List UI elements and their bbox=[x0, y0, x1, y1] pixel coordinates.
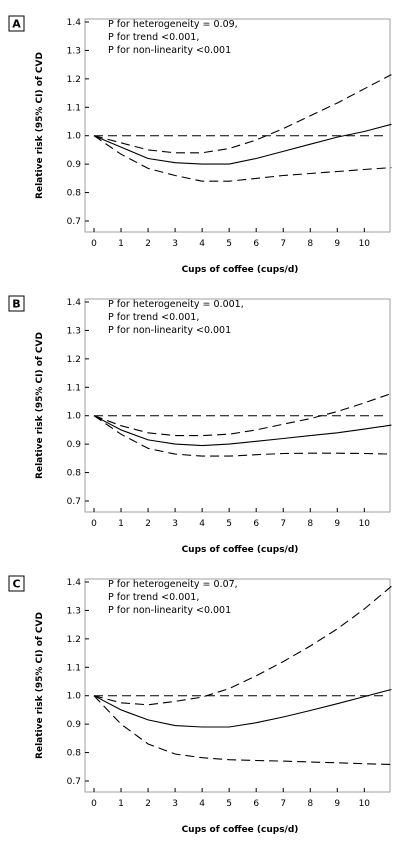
chart-panel-a: A 0.7 0.8 0.9 1.0 1.1 1.2 1.3 1.4 0 1 2 3 4 5 6 7 8 9 10 P f… bbox=[8, 15, 392, 275]
estimate-line bbox=[93, 688, 392, 728]
upper-ci-line bbox=[93, 585, 392, 706]
x-axis-label: Cups of coffee (cups/d) bbox=[182, 265, 299, 275]
y-tick-label: 1.4 bbox=[67, 298, 82, 308]
p-value-annotation: P for trend <0.001, bbox=[108, 32, 199, 43]
x-tick-label: 8 bbox=[307, 519, 313, 529]
y-axis-label: Relative risk (95% CI) of CVD bbox=[35, 612, 45, 759]
y-axis-label: Relative risk (95% CI) of CVD bbox=[35, 332, 45, 479]
x-tick-label: 8 bbox=[307, 799, 313, 809]
p-value-annotation: P for non-linearity <0.001 bbox=[108, 325, 231, 336]
x-tick-label: 2 bbox=[145, 799, 151, 809]
y-tick-label: 1.2 bbox=[67, 355, 81, 365]
p-value-annotation: P for heterogeneity = 0.07, bbox=[108, 579, 238, 590]
y-tick-label: 1.1 bbox=[67, 663, 81, 673]
y-tick-label: 1.3 bbox=[67, 606, 81, 616]
y-tick-label: 1.4 bbox=[67, 578, 82, 588]
x-tick-label: 7 bbox=[280, 239, 286, 249]
plot-frame bbox=[84, 298, 391, 513]
estimate-line bbox=[93, 123, 392, 165]
y-tick-label: 0.8 bbox=[67, 189, 82, 199]
p-value-annotation: P for heterogeneity = 0.001, bbox=[108, 299, 244, 310]
plot-frame bbox=[84, 18, 391, 233]
y-tick-label: 0.8 bbox=[67, 749, 82, 759]
y-axis-label: Relative risk (95% CI) of CVD bbox=[35, 52, 45, 199]
x-tick-label: 5 bbox=[226, 239, 232, 249]
lower-ci-line bbox=[93, 415, 392, 457]
y-tick-label: 0.7 bbox=[67, 217, 81, 227]
x-tick-label: 0 bbox=[91, 239, 97, 249]
x-tick-label: 1 bbox=[118, 799, 124, 809]
y-tick-label: 0.9 bbox=[67, 720, 82, 730]
x-tick-label: 1 bbox=[118, 519, 124, 529]
y-tick-label: 1.2 bbox=[67, 75, 81, 85]
y-tick-label: 0.9 bbox=[67, 160, 82, 170]
y-tick-label: 1.0 bbox=[67, 132, 82, 142]
x-tick-label: 7 bbox=[280, 519, 286, 529]
upper-ci-line bbox=[93, 74, 392, 154]
x-tick-label: 6 bbox=[253, 799, 259, 809]
x-tick-label: 6 bbox=[253, 519, 259, 529]
x-tick-label: 6 bbox=[253, 239, 259, 249]
x-tick-label: 9 bbox=[334, 239, 340, 249]
panel-label: A bbox=[12, 18, 21, 31]
y-tick-label: 0.8 bbox=[67, 469, 82, 479]
p-value-annotation: P for trend <0.001, bbox=[108, 592, 199, 603]
x-tick-label: 9 bbox=[334, 519, 340, 529]
p-value-annotation: P for non-linearity <0.001 bbox=[108, 45, 231, 56]
x-tick-label: 4 bbox=[199, 799, 205, 809]
lower-ci-line bbox=[93, 695, 392, 766]
x-tick-label: 0 bbox=[91, 799, 97, 809]
y-tick-label: 1.0 bbox=[67, 412, 82, 422]
x-tick-label: 10 bbox=[359, 239, 371, 249]
y-tick-label: 1.1 bbox=[67, 383, 81, 393]
chart-panel-b: B 0.7 0.8 0.9 1.0 1.1 1.2 1.3 1.4 0 1 2 3 4 5 6 7 8 9 10 P f… bbox=[8, 295, 392, 555]
p-value-annotation: P for trend <0.001, bbox=[108, 312, 199, 323]
x-tick-label: 3 bbox=[172, 519, 178, 529]
x-axis-label: Cups of coffee (cups/d) bbox=[182, 545, 299, 555]
y-tick-label: 1.3 bbox=[67, 326, 81, 336]
y-tick-label: 1.1 bbox=[67, 103, 81, 113]
x-tick-label: 7 bbox=[280, 799, 286, 809]
x-tick-label: 9 bbox=[334, 799, 340, 809]
y-tick-label: 1.3 bbox=[67, 46, 81, 56]
y-tick-label: 1.2 bbox=[67, 635, 81, 645]
x-tick-label: 5 bbox=[226, 799, 232, 809]
x-tick-label: 3 bbox=[172, 799, 178, 809]
x-tick-label: 4 bbox=[199, 239, 205, 249]
y-tick-label: 1.0 bbox=[67, 692, 82, 702]
x-tick-label: 2 bbox=[145, 519, 151, 529]
chart-panel-c: C 0.7 0.8 0.9 1.0 1.1 1.2 1.3 1.4 0 1 2 3 4 5 6 7 8 9 10 P f… bbox=[8, 575, 392, 835]
x-tick-label: 3 bbox=[172, 239, 178, 249]
panel-label-box bbox=[8, 15, 25, 32]
x-tick-label: 10 bbox=[359, 799, 371, 809]
lower-ci-line bbox=[93, 135, 392, 182]
x-tick-label: 2 bbox=[145, 239, 151, 249]
y-tick-label: 0.9 bbox=[67, 440, 82, 450]
panel-label: C bbox=[12, 578, 20, 591]
x-tick-label: 1 bbox=[118, 239, 124, 249]
estimate-line bbox=[93, 415, 392, 447]
panel-label: B bbox=[12, 298, 20, 311]
y-tick-label: 1.4 bbox=[67, 18, 82, 28]
y-tick-label: 0.7 bbox=[67, 497, 81, 507]
x-tick-label: 5 bbox=[226, 519, 232, 529]
upper-ci-line bbox=[93, 392, 392, 437]
x-tick-label: 0 bbox=[91, 519, 97, 529]
x-tick-label: 10 bbox=[359, 519, 371, 529]
plot-frame bbox=[84, 578, 391, 793]
p-value-annotation: P for non-linearity <0.001 bbox=[108, 605, 231, 616]
y-tick-label: 0.7 bbox=[67, 777, 81, 787]
x-axis-label: Cups of coffee (cups/d) bbox=[182, 825, 299, 835]
panel-label-box bbox=[8, 295, 25, 312]
panel-label-box bbox=[8, 575, 25, 592]
p-value-annotation: P for heterogeneity = 0.09, bbox=[108, 19, 238, 30]
x-tick-label: 4 bbox=[199, 519, 205, 529]
x-tick-label: 8 bbox=[307, 239, 313, 249]
